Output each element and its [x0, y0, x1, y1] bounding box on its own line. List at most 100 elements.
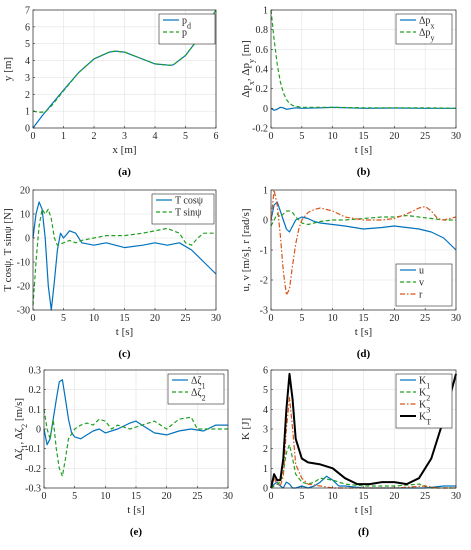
legend: pdp — [158, 13, 216, 45]
x-axis-label: t [s] — [127, 504, 144, 516]
y-tick-label: 10 — [20, 210, 30, 221]
x-tick-label: 5 — [299, 131, 304, 142]
legend-label: K3 — [419, 400, 430, 415]
legend-label: v — [419, 278, 424, 289]
legend-label: T cosψ — [175, 196, 204, 207]
x-tick-label: 20 — [162, 491, 172, 502]
series-line-1 — [43, 409, 228, 477]
y-tick-label: 0 — [25, 124, 30, 135]
y-tick-label: 0.2 — [29, 385, 42, 396]
x-tick-label: 20 — [389, 491, 399, 502]
x-tick-label: 10 — [328, 131, 338, 142]
legend-label: T sinψ — [175, 208, 202, 219]
legend-box — [395, 263, 453, 307]
y-tick-label: 0.3 — [29, 366, 42, 377]
x-tick-label: 0 — [31, 313, 36, 324]
panel-caption: (d) — [357, 348, 371, 360]
x-axis-label: t [s] — [355, 144, 372, 156]
legend-label: K2 — [419, 388, 430, 403]
y-tick-label: 0.4 — [256, 65, 269, 76]
y-tick-label: 3 — [263, 425, 268, 436]
series-line-0 — [32, 201, 217, 311]
x-tick-label: 20 — [150, 313, 160, 324]
series-line-1 — [270, 9, 457, 109]
x-tick-label: 5 — [183, 131, 188, 142]
panel-caption: (c) — [118, 348, 131, 360]
y-tick-label: 1 — [263, 6, 268, 17]
y-tick-label: -1 — [260, 246, 268, 257]
legend-label: pd — [182, 16, 191, 31]
y-tick-label: 1 — [263, 186, 268, 197]
x-tick-label: 10 — [328, 313, 338, 324]
x-tick-label: 30 — [211, 313, 221, 324]
y-tick-label: 20 — [20, 186, 30, 197]
chart-c: 0 5 10 15 20 25 30 -30 -20 -10 0 10 20 t [s] T cosψ, T… — [2, 186, 221, 361]
x-tick-label: 20 — [389, 313, 399, 324]
x-tick-label: 10 — [89, 313, 99, 324]
y-tick-label: -3 — [260, 306, 268, 317]
y-tick-label: 5 — [25, 39, 30, 50]
y-tick-label: 6 — [263, 366, 268, 377]
y-tick-label: 0.6 — [256, 45, 269, 56]
y-tick-label: 2 — [25, 90, 30, 101]
x-tick-label: 5 — [61, 313, 66, 324]
x-tick-label: 3 — [122, 131, 127, 142]
series-line-1 — [32, 208, 216, 306]
y-tick-label: -2 — [260, 276, 268, 287]
x-tick-label: 15 — [120, 313, 130, 324]
x-tick-label: 15 — [131, 491, 141, 502]
x-tick-label: 30 — [451, 131, 461, 142]
y-tick-label: 4 — [25, 56, 30, 67]
legend-label: u — [419, 266, 424, 277]
y-tick-label: 0.2 — [256, 84, 269, 95]
legend-box — [151, 193, 215, 225]
x-tick-label: 30 — [223, 491, 233, 502]
x-tick-label: 10 — [328, 491, 338, 502]
y-tick-label: 0 — [36, 425, 41, 436]
y-tick-label: 4 — [263, 405, 268, 416]
y-tick-label: 5 — [263, 385, 268, 396]
chart-d: 0 5 10 15 20 25 30 -3 -2 -1 0 1 t [s] u, v [m/s], r [… — [240, 186, 461, 361]
series-line-0 — [270, 201, 457, 251]
y-tick-label: 0 — [25, 234, 30, 245]
x-tick-label: 0 — [269, 131, 274, 142]
y-axis-label: Δpx, Δpy [m] — [240, 40, 256, 97]
y-tick-label: -30 — [17, 306, 30, 317]
y-tick-label: 1 — [25, 107, 30, 118]
x-axis-label: t [s] — [355, 504, 372, 516]
panel-caption: (f) — [358, 526, 369, 538]
y-tick-label: 0 — [263, 104, 268, 115]
x-tick-label: 0 — [42, 491, 47, 502]
x-axis-label: t [s] — [355, 326, 372, 338]
x-tick-label: 25 — [181, 313, 191, 324]
panel-caption: (e) — [130, 526, 143, 538]
y-tick-label: -0.3 — [25, 484, 41, 495]
y-axis-label: Δζ1, Δζ2 [m/s] — [13, 398, 29, 460]
legend-label: K1 — [419, 376, 430, 391]
y-tick-label: 3 — [25, 73, 30, 84]
legend-box — [395, 13, 453, 45]
y-tick-label: 0 — [263, 216, 268, 227]
x-axis-label: x [m] — [112, 144, 136, 156]
series-line-0 — [43, 379, 228, 446]
y-tick-label: -10 — [17, 258, 30, 269]
y-tick-label: -0.2 — [252, 124, 268, 135]
chart-a: 0 1 2 3 4 5 6 0 1 2 3 4 5 6 7 x [m] y [m] (a) pdp — [2, 6, 219, 179]
y-axis-label: T cosψ, T sinψ [N] — [2, 208, 14, 291]
x-tick-label: 0 — [269, 313, 274, 324]
x-tick-label: 30 — [451, 313, 461, 324]
x-tick-label: 4 — [153, 131, 158, 142]
x-tick-label: 0 — [31, 131, 36, 142]
y-tick-label: 0 — [263, 484, 268, 495]
x-tick-label: 5 — [299, 491, 304, 502]
x-tick-label: 25 — [420, 131, 430, 142]
x-tick-label: 15 — [359, 313, 369, 324]
x-axis-label: t [s] — [116, 326, 133, 338]
y-axis-label: y [m] — [2, 57, 14, 81]
